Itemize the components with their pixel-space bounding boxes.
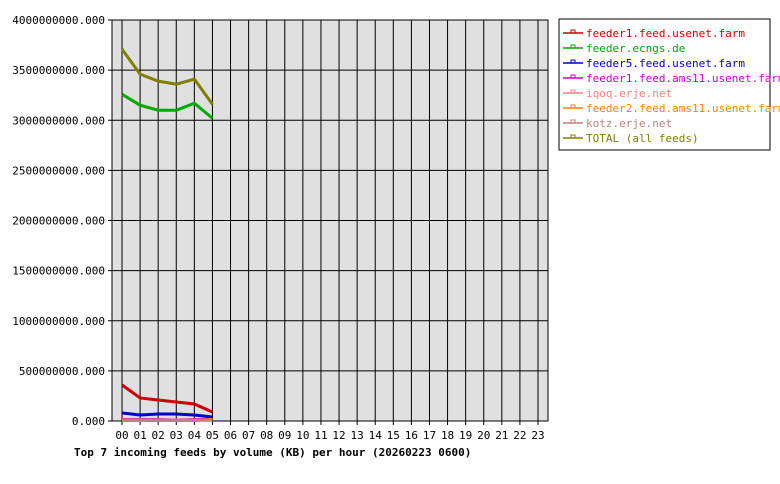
- x-tick-label: 09: [278, 429, 291, 442]
- series-line-feeder-ecngs-de: [121, 92, 214, 120]
- y-tick-label: 2000000000.000: [12, 215, 105, 228]
- legend-marker: [570, 119, 576, 124]
- y-tick-label: 1000000000.000: [12, 315, 105, 328]
- chart-title: Top 7 incoming feeds by volume (KB) per …: [74, 446, 471, 459]
- y-tick-label: 2500000000.000: [12, 164, 105, 177]
- x-tick-label: 22: [513, 429, 526, 442]
- legend-marker: [570, 134, 576, 139]
- legend-entry: kotz.erje.net: [586, 117, 672, 130]
- x-tick-label: 15: [387, 429, 400, 442]
- legend-entry: feeder2.feed.ams11.usenet.farm: [586, 102, 780, 115]
- series-line-feeder5-feed-usenet-farm: [121, 411, 213, 419]
- x-tick-label: 05: [206, 429, 219, 442]
- legend-marker: [570, 59, 576, 64]
- legend-marker: [570, 29, 576, 34]
- x-tick-label: 06: [224, 429, 237, 442]
- x-tick-label: 21: [495, 429, 508, 442]
- x-tick-label: 10: [296, 429, 309, 442]
- x-tick-label: 23: [531, 429, 544, 442]
- x-tick-label: 18: [441, 429, 454, 442]
- y-tick-label: 3500000000.000: [12, 64, 105, 77]
- legend-marker: [570, 89, 576, 94]
- legend-entry: feeder5.feed.usenet.farm: [586, 57, 745, 70]
- legend-marker: [570, 104, 576, 109]
- series-line-total-all-feeds-: [120, 48, 214, 106]
- legend-entry: feeder.ecngs.de: [586, 42, 685, 55]
- y-tick-label: 500000000.000: [19, 365, 105, 378]
- legend-entry: feeder1.feed.usenet.farm: [586, 27, 745, 40]
- x-tick-label: 01: [133, 429, 146, 442]
- x-tick-label: 19: [459, 429, 472, 442]
- x-tick-label: 20: [477, 429, 490, 442]
- x-tick-label: 12: [332, 429, 345, 442]
- series-line-feeder1-feed-usenet-farm: [121, 383, 214, 414]
- x-tick-label: 11: [314, 429, 327, 442]
- x-tick-label: 03: [170, 429, 183, 442]
- x-tick-label: 13: [351, 429, 364, 442]
- x-tick-label: 07: [242, 429, 255, 442]
- y-tick-label: 1500000000.000: [12, 265, 105, 278]
- y-tick-label: 0.000: [72, 415, 105, 428]
- x-tick-label: 00: [115, 429, 128, 442]
- legend-entry: iqoq.erje.net: [586, 87, 672, 100]
- y-tick-label: 4000000000.000: [12, 14, 105, 27]
- x-tick-label: 04: [188, 429, 202, 442]
- x-tick-label: 02: [152, 429, 165, 442]
- legend-entry: feeder1.feed.ams11.usenet.farm: [586, 72, 780, 85]
- x-tick-label: 08: [260, 429, 273, 442]
- x-tick-label: 16: [405, 429, 418, 442]
- legend-box: [558, 18, 771, 151]
- legend-entry: TOTAL (all feeds): [586, 132, 699, 145]
- legend-marker: [570, 74, 576, 79]
- x-tick-label: 14: [369, 429, 383, 442]
- x-tick-label: 17: [423, 429, 436, 442]
- legend-marker: [570, 44, 576, 49]
- y-tick-label: 3000000000.000: [12, 114, 105, 127]
